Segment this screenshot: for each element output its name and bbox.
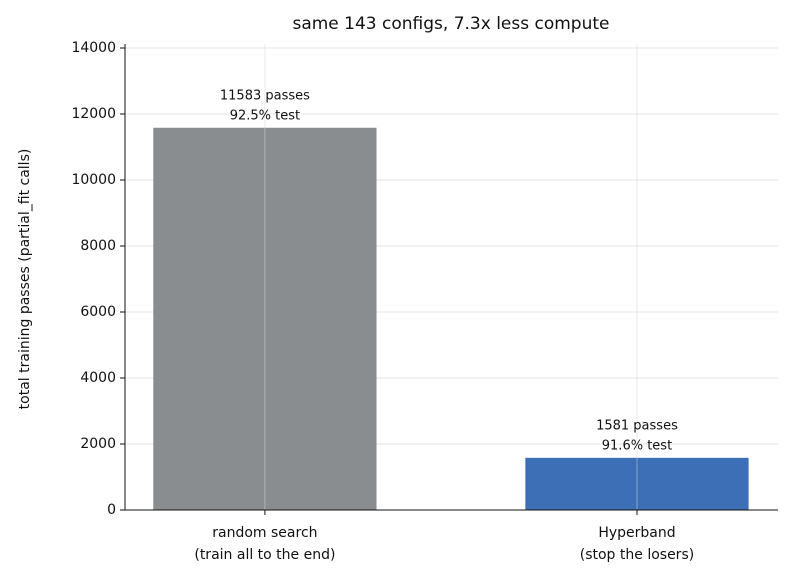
x-tick-label: random search (212, 525, 317, 541)
value-label: 11583 passes (220, 88, 310, 103)
y-tick-label: 12000 (71, 106, 116, 122)
x-tick-label: (stop the losers) (580, 547, 694, 563)
value-label: 1581 passes (596, 418, 678, 433)
y-tick-label: 0 (107, 502, 116, 518)
y-tick-label: 8000 (80, 238, 116, 254)
y-tick-label: 2000 (80, 436, 116, 452)
y-tick-label: 14000 (71, 40, 116, 56)
test-label: 92.5% test (230, 108, 300, 123)
test-label: 91.6% test (602, 438, 672, 453)
y-tick-label: 10000 (71, 172, 116, 188)
y-axis-label: total training passes (partial_fit calls… (17, 149, 33, 410)
y-tick-label: 6000 (80, 304, 116, 320)
x-tick-label: Hyperband (598, 525, 675, 541)
x-tick-label: (train all to the end) (194, 547, 335, 563)
y-tick-label: 4000 (80, 370, 116, 386)
chart-title: same 143 configs, 7.3x less compute (292, 14, 609, 34)
